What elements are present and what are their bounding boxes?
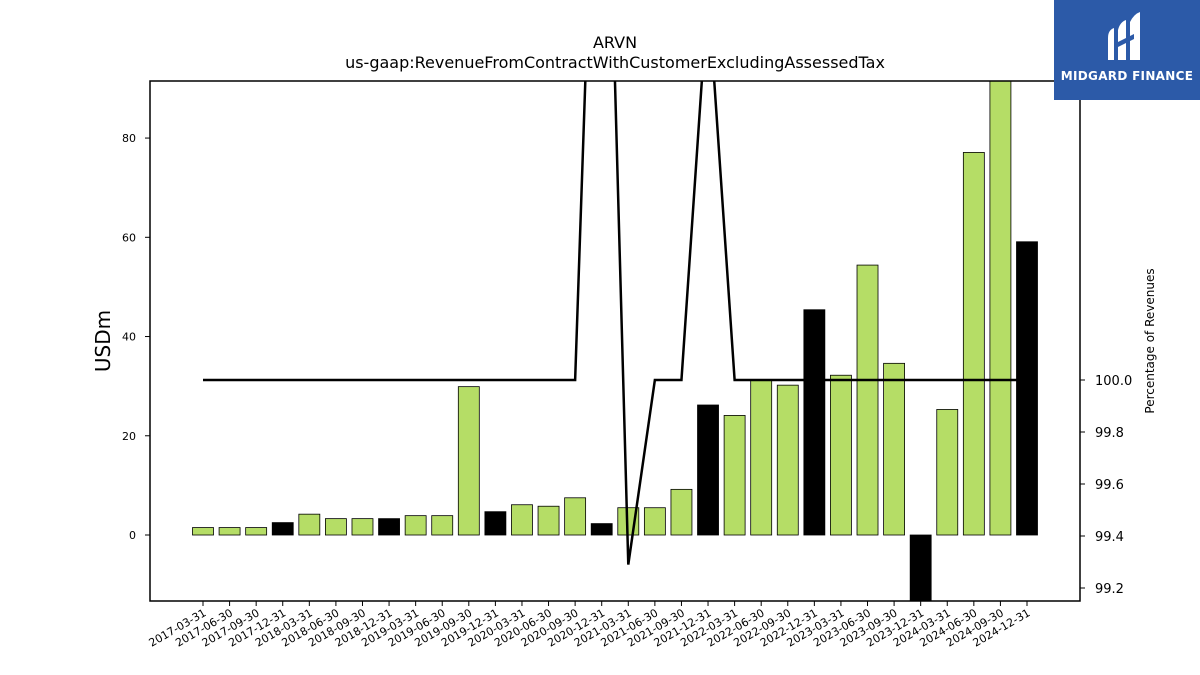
y-tick-label: 20: [122, 430, 136, 443]
bar-2022-06-30: [750, 379, 773, 536]
bar-2018-09-30: [351, 518, 374, 536]
y2-tick-label: 100.0: [1095, 374, 1132, 389]
chart-subtitle: us-gaap:RevenueFromContractWithCustomerE…: [345, 53, 885, 72]
y-tick-label: 0: [129, 529, 136, 542]
midgard-finance-logo: MIDGARD FINANCE: [1054, 0, 1200, 100]
bar-2022-09-30: [776, 384, 799, 536]
bar-2022-12-31: [803, 309, 826, 536]
bar-2020-12-31: [590, 523, 613, 536]
y2-tick-label: 99.2: [1095, 582, 1124, 597]
y2-tick-label: 99.4: [1095, 530, 1124, 545]
bar-2017-12-31: [271, 522, 294, 536]
bar-2017-09-30: [245, 527, 268, 536]
percentage-line: [203, 81, 1027, 565]
bar-2024-06-30: [962, 152, 985, 536]
y-tick-label: 60: [122, 231, 136, 244]
bar-2018-12-31: [378, 518, 400, 536]
bar-2020-03-31: [511, 504, 533, 536]
bar-2017-03-31: [192, 527, 214, 536]
bar-2024-03-31: [936, 409, 959, 536]
bar-2021-12-31: [697, 404, 719, 536]
y-tick-label: 40: [122, 331, 136, 344]
bar-2018-03-31: [298, 513, 321, 536]
bar-2023-03-31: [830, 374, 852, 536]
bar-2017-06-30: [218, 527, 241, 536]
x-axis: 2017-03-312017-06-302017-09-302017-12-31…: [147, 601, 1033, 650]
y-axis-label: USDm: [91, 310, 115, 372]
chart-title: ARVN: [593, 33, 637, 52]
bar-2023-09-30: [883, 362, 905, 536]
bar-2023-06-30: [856, 264, 879, 536]
bar-2021-06-30: [643, 507, 666, 536]
bar-2023-12-31: [909, 534, 932, 601]
bar-2019-09-30: [457, 386, 480, 536]
plot-frame: [149, 80, 1081, 602]
bar-2018-06-30: [325, 518, 347, 536]
bar-2024-09-30: [989, 81, 1012, 536]
y2-tick-label: 99.6: [1095, 478, 1124, 493]
y-axis-left: 0 20 40 60 80: [122, 132, 150, 542]
bar-2019-03-31: [404, 515, 427, 536]
bar-2021-09-30: [670, 488, 693, 536]
y2-axis-label: Percentage of Revenues: [1143, 268, 1157, 413]
y2-tick-label: 99.8: [1095, 426, 1124, 441]
bar-2020-06-30: [537, 505, 560, 536]
bar-2019-12-31: [484, 511, 507, 536]
y-tick-label: 80: [122, 132, 136, 145]
bar-2022-03-31: [723, 415, 746, 536]
bars-group: [192, 81, 1038, 601]
bar-2019-06-30: [431, 515, 454, 536]
y-axis-right: 99.2 99.4 99.6 99.8 100.0: [1080, 374, 1132, 597]
bar-2024-12-31: [1016, 241, 1038, 536]
percentage-line-group: [203, 81, 1027, 565]
bar-2020-09-30: [564, 497, 587, 536]
logo-text: MIDGARD FINANCE: [1060, 69, 1194, 83]
logo-mark-icon: [1108, 12, 1140, 60]
